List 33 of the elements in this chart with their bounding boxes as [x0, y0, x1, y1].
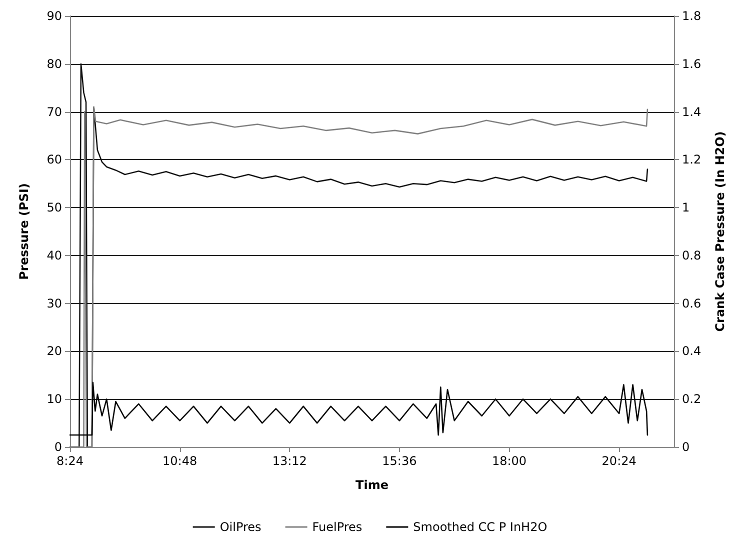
line-series — [69, 382, 648, 436]
x-tick-label: 15:36 — [382, 454, 417, 468]
y2-tick-label: 0.4 — [682, 344, 702, 358]
x-tick-label: 18:00 — [492, 454, 527, 468]
y2-tick-label: 0.6 — [682, 296, 702, 310]
y-axis-title: Pressure (PSI) — [17, 183, 31, 280]
y-tick-label: 80 — [46, 56, 62, 71]
x-tick-label: 13:12 — [272, 454, 307, 468]
legend-label: Smoothed CC P InH2O — [413, 520, 548, 534]
y-tick-label: 40 — [46, 248, 62, 262]
y-tick-label: 90 — [46, 9, 62, 23]
x-tick-label: 10:48 — [162, 454, 198, 468]
y2-tick-label: 0.8 — [682, 248, 702, 262]
y2-tick-label: 1 — [682, 200, 690, 215]
y2-tick-label: 0.2 — [682, 392, 702, 406]
y2-axis-title: Crank Case Pressure (In H2O) — [713, 131, 727, 332]
y-tick-label: 30 — [46, 296, 62, 310]
y-tick-label: 0 — [54, 440, 62, 454]
y2-tick-label: 1.2 — [682, 152, 702, 167]
y-tick-label: 20 — [46, 344, 62, 358]
y2-tick-label: 1.8 — [682, 9, 702, 23]
y2-tick-label: 1.4 — [682, 104, 702, 119]
y-tick-label: 60 — [46, 152, 62, 167]
y-tick-label: 10 — [46, 392, 62, 406]
x-tick-label: 8:24 — [56, 454, 84, 468]
y-tick-label: 50 — [46, 200, 62, 215]
legend-label: FuelPres — [312, 520, 362, 534]
y-tick-label: 70 — [46, 104, 62, 119]
y2-tick-label: 1.6 — [682, 56, 702, 71]
y2-tick-label: 0 — [682, 440, 690, 454]
legend-label: OilPres — [220, 520, 262, 534]
x-axis-title: Time — [356, 478, 388, 492]
x-tick-label: 20:24 — [602, 454, 636, 468]
